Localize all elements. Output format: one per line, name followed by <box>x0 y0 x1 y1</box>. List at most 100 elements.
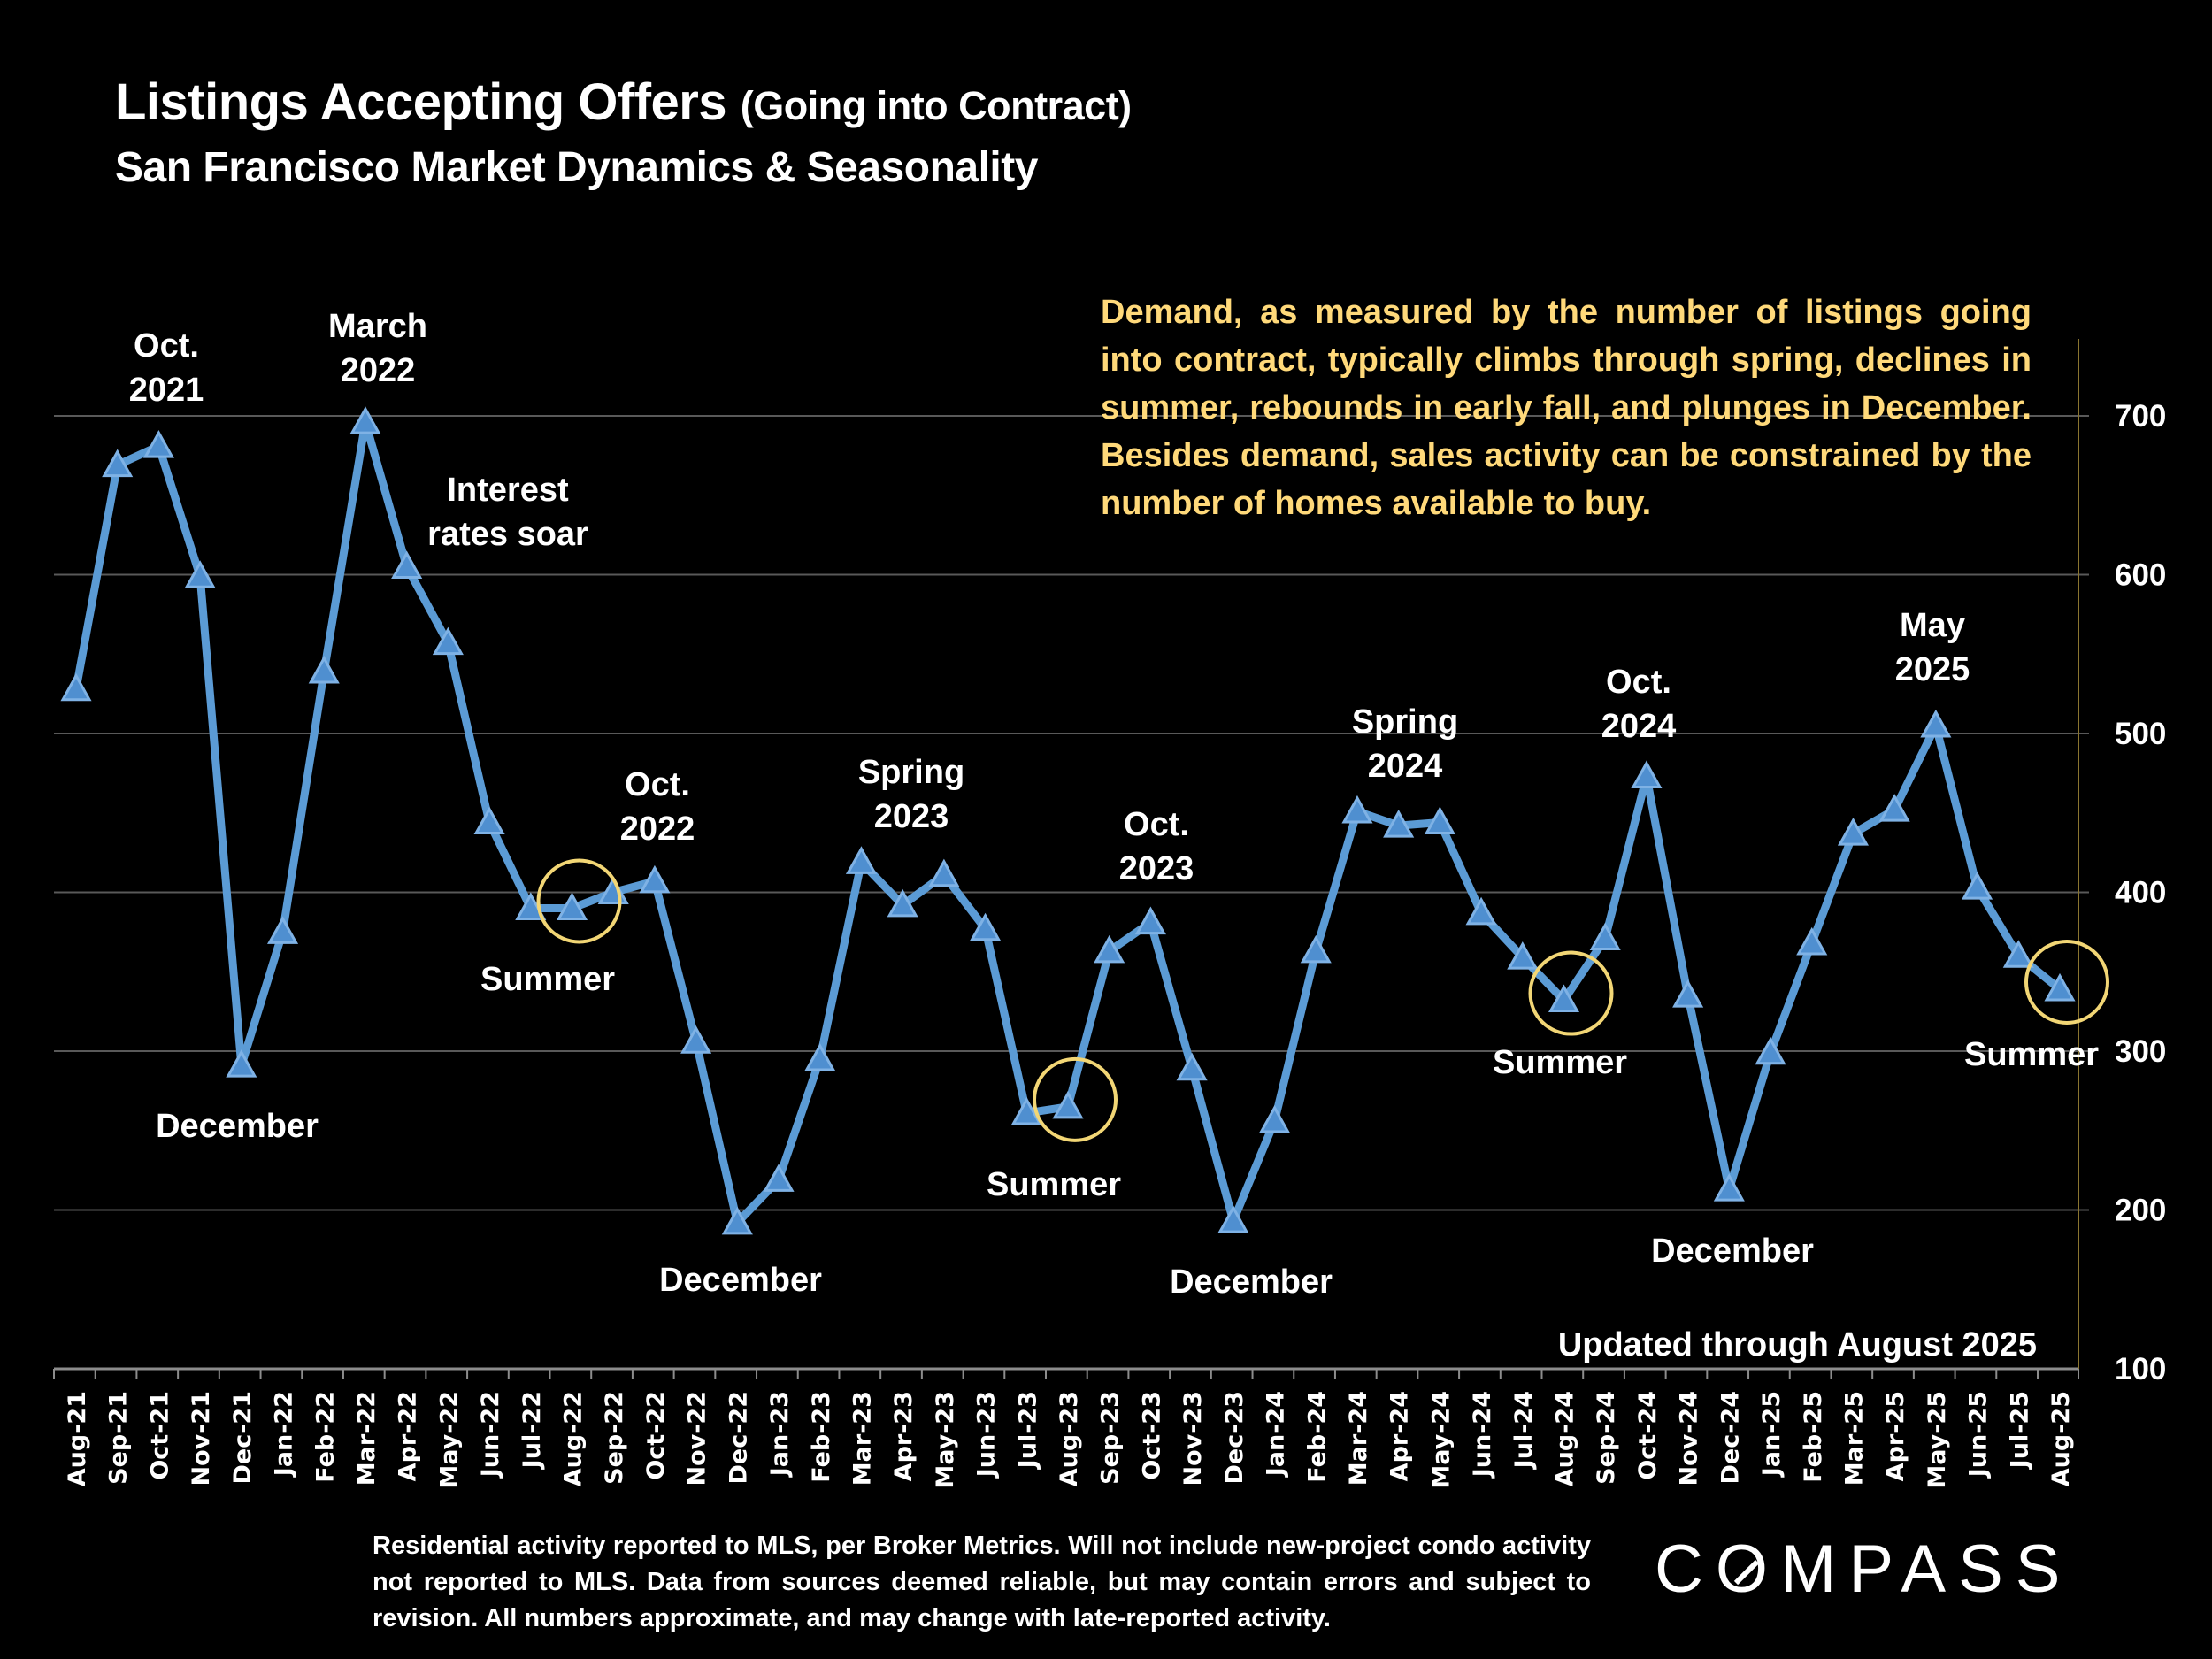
x-tick-label: Jul-22 <box>518 1391 546 1470</box>
data-point-marker <box>721 1206 753 1235</box>
x-tick-label: Jun-24 <box>1469 1391 1496 1479</box>
x-tick-label: Dec-23 <box>1221 1391 1248 1485</box>
annotation-label: December <box>1170 1263 1333 1301</box>
annotation-line: 2022 <box>620 810 695 848</box>
data-point-marker <box>1176 1052 1208 1081</box>
x-tick-label: Apr-22 <box>395 1391 422 1481</box>
annotation-line: 2024 <box>1368 748 1443 785</box>
annotation-label: December <box>659 1262 822 1299</box>
data-point-marker <box>1341 795 1373 824</box>
annotation-line: March <box>328 308 427 345</box>
annotation-label: Oct. 2024 <box>1601 664 1677 745</box>
x-tick-label: Feb-25 <box>1800 1391 1827 1483</box>
y-tick-label: 300 <box>2115 1034 2166 1069</box>
x-tick-label: Jan-22 <box>271 1391 298 1478</box>
x-tick-label: Jul-25 <box>2006 1391 2033 1470</box>
x-tick-label: Jun-25 <box>1965 1391 1993 1479</box>
data-point-marker <box>1258 1104 1291 1133</box>
data-point-marker <box>1548 984 1580 1013</box>
footer-disclaimer: Residential activity reported to MLS, pe… <box>373 1532 1591 1632</box>
x-tick-label: Aug-22 <box>560 1391 588 1486</box>
annotation-line: December <box>156 1108 319 1145</box>
annotation-label: Summer <box>1493 1044 1627 1081</box>
y-tick-label: 200 <box>2115 1194 2166 1228</box>
callout-text: Demand, as measured by the number of lis… <box>1101 294 2032 522</box>
x-tick-label: Feb-23 <box>808 1391 835 1483</box>
data-point-marker <box>804 1042 836 1071</box>
x-tick-label: Apr-23 <box>890 1391 918 1481</box>
annotation-line: Oct. <box>1124 806 1189 843</box>
y-tick-label: 600 <box>2115 558 2166 593</box>
data-point-marker <box>1589 922 1621 951</box>
x-tick-label: Sep-22 <box>601 1391 628 1485</box>
annotation-label: Summer <box>1964 1036 2099 1073</box>
x-tick-label: May-22 <box>435 1391 463 1489</box>
data-point-marker <box>184 560 216 588</box>
x-tick-label: Nov-22 <box>684 1391 711 1486</box>
x-tick-label: Jan-24 <box>1263 1391 1290 1478</box>
x-tick-label: Oct-23 <box>1138 1391 1165 1480</box>
chart-subtitle: San Francisco Market Dynamics & Seasonal… <box>115 144 1038 191</box>
data-point-marker <box>266 916 299 944</box>
annotation-line: 2023 <box>874 798 949 835</box>
data-point-marker <box>1300 934 1332 964</box>
x-tick-label: Oct-24 <box>1634 1391 1662 1480</box>
annotation-label: Summer <box>987 1166 1121 1203</box>
data-point-marker <box>1383 810 1415 838</box>
annotation-line: December <box>1170 1263 1333 1301</box>
x-tick-label: Dec-24 <box>1717 1391 1744 1485</box>
x-tick-label: Aug-24 <box>1552 1391 1579 1486</box>
compass-logo: COMPASS <box>1655 1532 2073 1607</box>
annotation-line: Oct. <box>134 327 199 365</box>
annotation-line: Interest <box>447 472 569 509</box>
x-tick-label: Aug-25 <box>2047 1391 2075 1486</box>
annotation-line: Summer <box>480 961 615 998</box>
annotation-line: 2021 <box>129 372 204 409</box>
x-tick-label: Jan-23 <box>766 1391 794 1478</box>
annotation-label: December <box>1651 1233 1814 1270</box>
x-tick-label: May-24 <box>1427 1391 1455 1489</box>
x-tick-label: Mar-25 <box>1840 1391 1868 1486</box>
x-tick-label: Jul-24 <box>1510 1391 1538 1470</box>
data-point-marker <box>1713 1173 1745 1202</box>
x-tick-label: Dec-21 <box>229 1391 257 1485</box>
data-point-marker <box>680 1025 712 1054</box>
data-point-marker <box>1134 906 1166 935</box>
x-tick-label: Nov-23 <box>1179 1391 1207 1486</box>
x-tick-label: Apr-25 <box>1882 1391 1909 1481</box>
data-point-marker <box>763 1164 795 1192</box>
data-point-marker <box>432 626 464 656</box>
data-point-marker <box>556 892 588 920</box>
data-point-marker <box>473 806 505 835</box>
data-point-marker <box>1010 1096 1042 1125</box>
annotation-line: May <box>1900 607 1965 644</box>
data-point-marker <box>142 430 174 458</box>
highlight-circle <box>2024 939 2109 1025</box>
annotation-line: 2024 <box>1601 708 1677 745</box>
x-tick-label: Mar-23 <box>849 1391 876 1486</box>
y-tick-label: 400 <box>2115 876 2166 910</box>
annotation-label: December <box>156 1108 319 1145</box>
data-point-marker <box>391 550 423 580</box>
x-tick-label: Dec-22 <box>725 1391 752 1485</box>
annotation-label: March 2022 <box>328 308 427 389</box>
annotation-line: Summer <box>1493 1044 1627 1081</box>
highlight-circle <box>536 858 622 944</box>
title-suffix: (Going into Contract) <box>740 83 1132 128</box>
x-tick-label: Oct-22 <box>642 1391 670 1480</box>
annotation-line: Summer <box>1964 1036 2099 1073</box>
annotation-label: Interest rates soar <box>427 472 588 553</box>
annotation-line: Oct. <box>1606 664 1671 701</box>
updated-note: Updated through August 2025 <box>1558 1326 2037 1363</box>
annotation-line: December <box>659 1262 822 1299</box>
data-point-marker <box>1920 709 1952 738</box>
data-point-marker <box>887 888 918 918</box>
annotation-line: December <box>1651 1233 1814 1270</box>
annotation-line: rates soar <box>427 516 588 553</box>
x-tick-label: Jul-23 <box>1014 1391 1041 1470</box>
annotation-line: Oct. <box>625 766 690 803</box>
x-tick-label: Mar-24 <box>1345 1391 1372 1486</box>
annotation-line: 2025 <box>1895 651 1970 688</box>
x-tick-label: Feb-22 <box>311 1391 339 1483</box>
